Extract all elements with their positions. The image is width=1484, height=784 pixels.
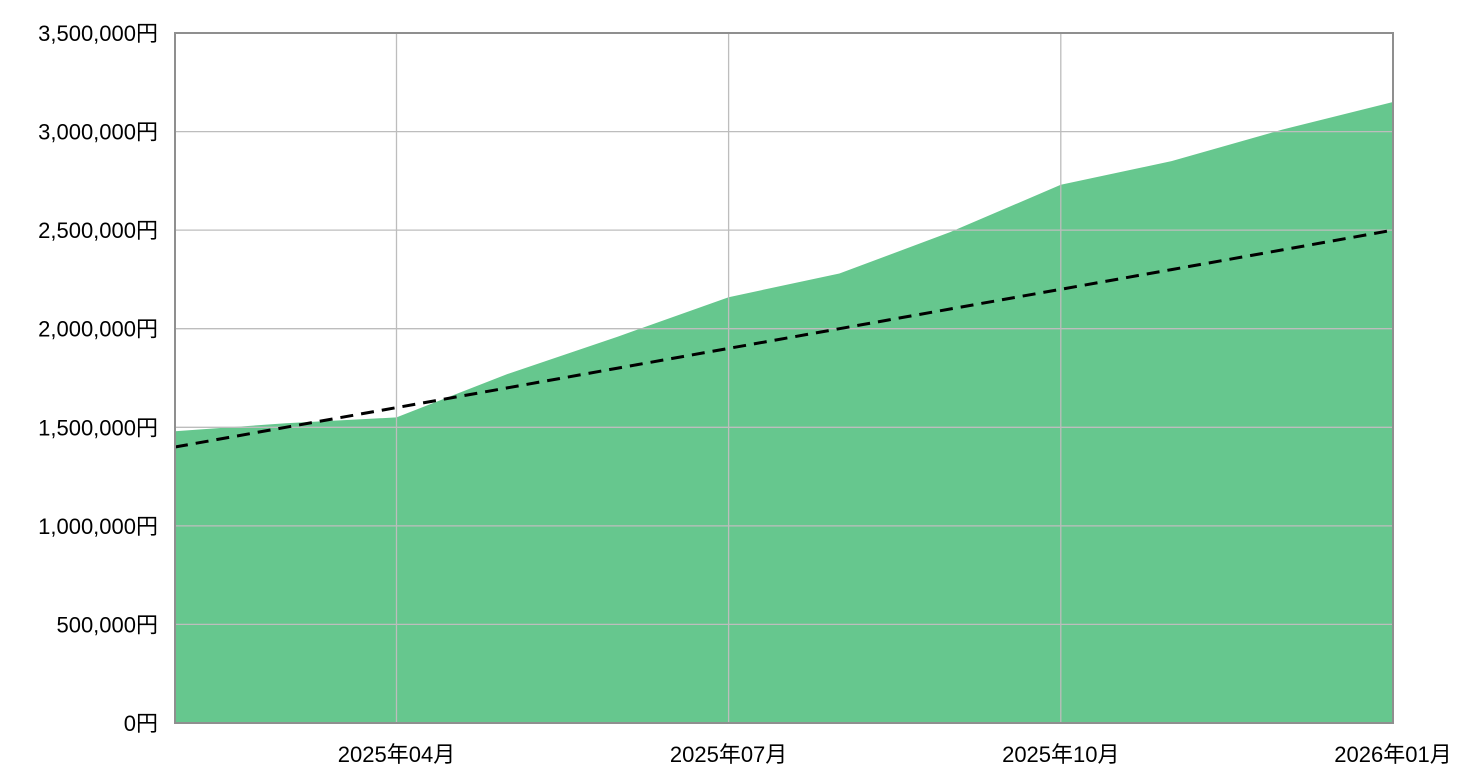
y-axis-tick-label: 2,000,000円 bbox=[38, 317, 158, 342]
x-axis-tick-label: 2025年07月 bbox=[670, 742, 787, 767]
line-series-layer bbox=[174, 228, 1394, 449]
area-series-layer bbox=[175, 102, 1393, 723]
y-axis-tick-label: 2,500,000円 bbox=[38, 218, 158, 243]
y-axis-tick-label: 1,000,000円 bbox=[38, 514, 158, 539]
x-axis-tick-label: 2026年01月 bbox=[1334, 742, 1451, 767]
y-axis-tick-label: 3,000,000円 bbox=[38, 120, 158, 145]
y-axis-tick-label: 1,500,000円 bbox=[38, 415, 158, 440]
y-axis-tick-label: 3,500,000円 bbox=[38, 21, 158, 46]
x-axis-tick-label: 2025年04月 bbox=[338, 742, 455, 767]
plot-border bbox=[174, 32, 1394, 724]
area-series-actual bbox=[175, 102, 1393, 723]
y-axis-labels: 0円 500,000円 1,000,000円 1,500,000円 2,000,000円… bbox=[38, 21, 158, 736]
plot-border-layer bbox=[174, 32, 1394, 724]
y-axis-tick-label: 500,000円 bbox=[56, 612, 158, 637]
x-axis-tick-label: 2025年10月 bbox=[1002, 742, 1119, 767]
x-axis-labels: 2025年04月 2025年07月 2025年10月 2026年01月 bbox=[338, 742, 1452, 767]
projection-line bbox=[174, 228, 1394, 449]
y-axis-tick-label: 0円 bbox=[124, 711, 158, 736]
